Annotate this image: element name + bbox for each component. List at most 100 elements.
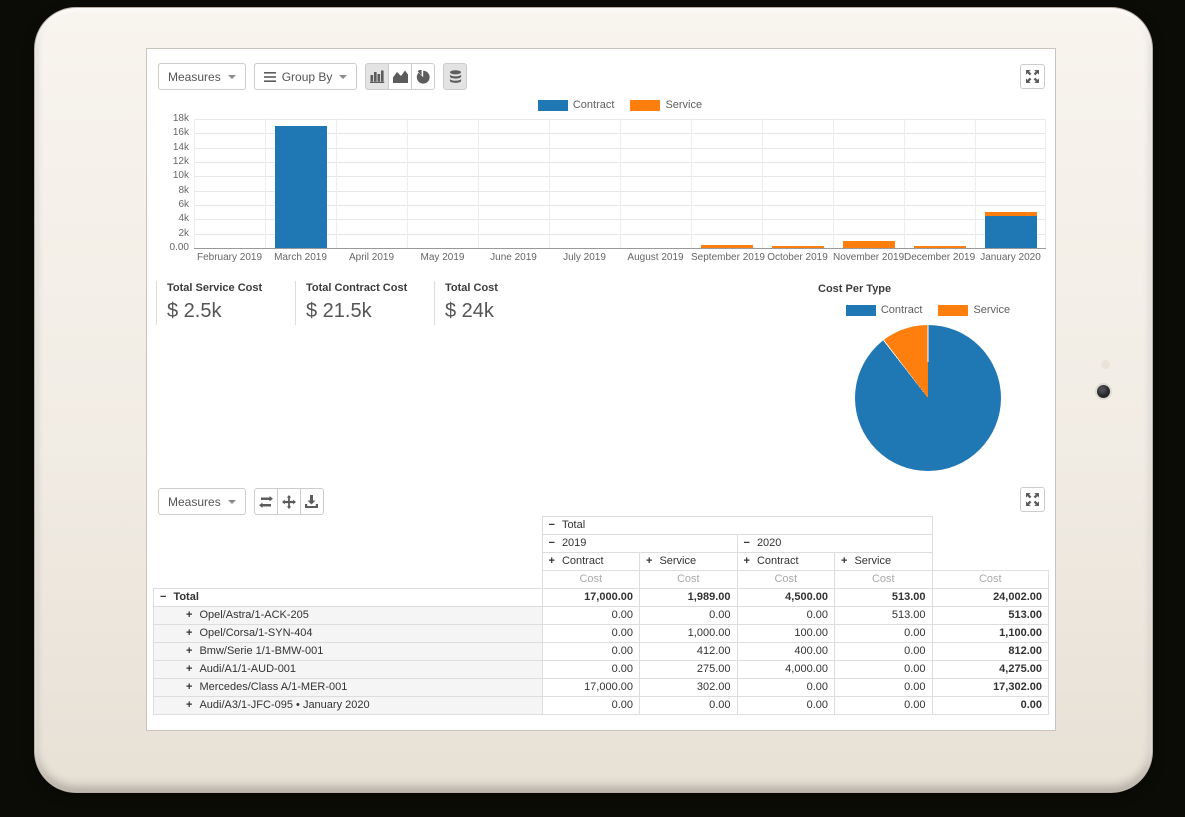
kpi-label: Total Contract Cost: [306, 282, 408, 294]
plus-icon: +: [186, 645, 193, 657]
pivot-column-header-label: 2020: [756, 537, 782, 549]
pivot-row-label-text: Mercedes/Class A/1-MER-001: [199, 681, 348, 693]
pivot-column-header[interactable]: + Contract: [736, 552, 835, 571]
pivot-row-label[interactable]: − Total: [153, 588, 543, 607]
pivot-value-cell: 0.00: [541, 624, 640, 643]
pivot-row-label-text: Bmw/Serie 1/1-BMW-001: [199, 645, 324, 657]
pivot-row-label[interactable]: + Opel/Corsa/1-SYN-404: [153, 624, 543, 643]
download-icon: [305, 495, 319, 508]
plus-icon: +: [841, 555, 848, 567]
v-gridline: [762, 119, 763, 248]
flip-axis-button[interactable]: [253, 488, 278, 515]
pivot-row-label[interactable]: + Mercedes/Class A/1-MER-001: [153, 678, 543, 697]
minus-icon: −: [160, 591, 167, 603]
pivot-blank-cell: [932, 517, 1049, 571]
legend-item[interactable]: Contract: [537, 99, 615, 111]
caret-down-icon: [227, 74, 236, 79]
plus-icon: +: [186, 627, 193, 639]
area-chart-button[interactable]: [388, 63, 413, 90]
pivot-value-cell: 1,989.00: [639, 588, 738, 607]
pivot-measure-header[interactable]: Cost: [736, 570, 835, 589]
pie-chart-button[interactable]: [411, 63, 436, 90]
pivot-value-cell: 0.00: [639, 696, 738, 715]
graph-fullscreen-button[interactable]: [1020, 64, 1045, 89]
pivot-column-header-label: Contract: [756, 555, 799, 567]
stacked-toggle-button[interactable]: [443, 63, 468, 90]
pivot-table-container: − Total −2019−2020 + Contract + Service + Contra…: [153, 516, 1049, 715]
pivot-row-label[interactable]: + Audi/A1/1-AUD-001: [153, 660, 543, 679]
pivot-measure-header[interactable]: Cost: [931, 570, 1049, 589]
x-axis-label: May 2019: [420, 252, 465, 263]
pivot-column-header[interactable]: − Total: [541, 516, 933, 535]
chart-type-group: [365, 63, 436, 90]
y-axis-tick-label: 18k: [172, 113, 189, 124]
minus-icon: −: [743, 537, 750, 549]
y-axis-tick-label: 8k: [178, 184, 189, 196]
pivot-table: − Total −2019−2020 + Contract + Service + Contra…: [153, 516, 1049, 715]
pivot-value-cell: 4,275.00: [931, 660, 1049, 679]
y-axis-tick-label: 0.00: [169, 242, 189, 253]
legend-label: Contract: [572, 99, 615, 111]
caret-down-icon: [339, 74, 348, 79]
pivot-row-label[interactable]: + Audi/A3/1-JFC-095 • January 2020: [153, 696, 543, 715]
measures-button[interactable]: Measures: [158, 63, 246, 90]
pivot-measure-header[interactable]: Cost: [834, 570, 933, 589]
bar-chart-plot: [194, 119, 1046, 249]
pie-chart[interactable]: [855, 325, 1001, 471]
bar-segment[interactable]: [842, 240, 895, 248]
y-axis-tick-label: 2k: [178, 227, 189, 239]
pivot-measure-header[interactable]: Cost: [541, 570, 640, 589]
pivot-row-label[interactable]: + Bmw/Serie 1/1-BMW-001: [153, 642, 543, 661]
x-axis-label: January 2020: [980, 252, 1041, 263]
pivot-measures-button[interactable]: Measures: [158, 488, 246, 515]
legend-label: Service: [665, 99, 703, 111]
kpi-label: Total Cost: [445, 282, 498, 294]
pivot-action-group: [253, 488, 324, 515]
v-gridline: [478, 119, 479, 248]
pivot-value-cell: 17,302.00: [931, 678, 1049, 697]
exchange-arrows-icon: [258, 495, 273, 508]
minus-icon: −: [548, 519, 555, 531]
pivot-column-header-label: Contract: [561, 555, 604, 567]
pivot-value-cell: 513.00: [834, 606, 933, 625]
pivot-column-header[interactable]: −2019: [541, 534, 738, 553]
bar-segment[interactable]: [274, 126, 327, 248]
v-gridline: [194, 119, 195, 248]
kpi-card: Total Contract Cost $ 21.5k: [295, 281, 434, 325]
legend-item[interactable]: Service: [630, 99, 702, 111]
x-axis-label: July 2019: [563, 252, 606, 263]
bar-segment[interactable]: [913, 245, 966, 248]
measures-button-label: Measures: [168, 69, 221, 84]
pivot-column-header-label: Total: [561, 519, 586, 531]
pivot-column-header[interactable]: −2020: [736, 534, 933, 553]
bar-segment[interactable]: [700, 245, 753, 248]
v-gridline: [336, 119, 337, 248]
pivot-column-header[interactable]: + Service: [639, 552, 738, 571]
pivot-measure-header[interactable]: Cost: [639, 570, 738, 589]
legend-item[interactable]: Service: [938, 304, 1010, 316]
camera-lens: [1097, 385, 1110, 398]
pivot-fullscreen-button[interactable]: [1020, 487, 1045, 512]
pivot-value-cell: 400.00: [736, 642, 835, 661]
pivot-measures-button-label: Measures: [168, 494, 221, 509]
screen: Measures Group By: [146, 48, 1056, 731]
y-axis-tick-label: 12k: [172, 156, 189, 167]
download-button[interactable]: [299, 488, 324, 515]
pivot-row-label[interactable]: + Opel/Astra/1-ACK-205: [153, 606, 543, 625]
bar-segment[interactable]: [984, 212, 1037, 216]
pivot-row-label-text: Audi/A3/1-JFC-095 • January 2020: [199, 699, 370, 711]
bar-chart-button[interactable]: [365, 63, 390, 90]
bar-segment[interactable]: [771, 246, 824, 248]
move-arrows-icon: [281, 494, 296, 509]
group-by-button[interactable]: Group By: [253, 63, 358, 90]
x-axis-label: June 2019: [490, 252, 537, 263]
kpi-row: Total Service Cost $ 2.5k Total Contract C…: [156, 281, 573, 325]
pivot-column-header[interactable]: + Service: [834, 552, 933, 571]
pivot-column-header[interactable]: + Contract: [541, 552, 640, 571]
list-lines-icon: [263, 71, 276, 82]
legend-item[interactable]: Contract: [845, 304, 922, 316]
kpi-value: $ 2.5k: [167, 300, 222, 322]
bar-segment[interactable]: [984, 215, 1037, 248]
pivot-value-cell: 0.00: [834, 660, 933, 679]
expand-all-button[interactable]: [276, 488, 301, 515]
